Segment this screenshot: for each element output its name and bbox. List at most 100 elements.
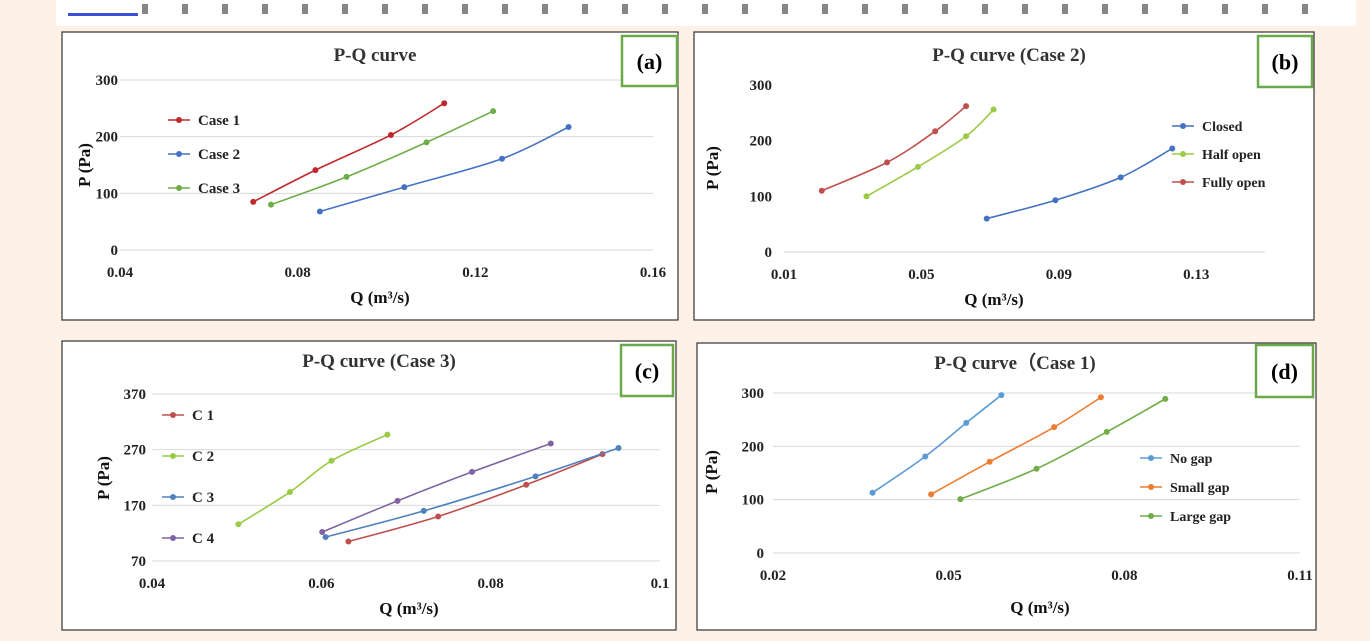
panel-frame [693, 31, 1315, 321]
legend-swatch-marker [170, 535, 176, 541]
data-point [928, 491, 935, 498]
panel-frame [61, 31, 679, 321]
data-point [387, 131, 394, 138]
legend-swatch-marker [1180, 151, 1186, 157]
x-tick-label: 0.04 [107, 265, 134, 281]
data-point [547, 440, 554, 447]
legend-swatch-marker [176, 185, 182, 191]
x-tick-label: 0.1 [651, 576, 670, 592]
legend-entry: Large gap [1170, 510, 1231, 525]
y-tick-label: 300 [742, 386, 765, 402]
chart-panel-c: 70 170 270 370 0.04 0.06 0.08 0.1 P-Q curve (Cas… [61, 340, 677, 631]
legend-entry: Case 2 [198, 147, 240, 163]
legend-entry: C 1 [192, 408, 214, 424]
y-axis-label: P (Pa) [703, 146, 722, 190]
x-tick-label: 0.08 [285, 265, 311, 281]
panel-badge-frame [620, 34, 679, 88]
series-line-case-2 [319, 126, 569, 213]
data-point [469, 468, 476, 475]
series-line-case-1 [252, 102, 445, 203]
y-tick-label: 100 [750, 189, 773, 205]
data-point [963, 103, 970, 110]
y-tick-label: 100 [96, 186, 119, 202]
legend-entry: C 2 [192, 449, 214, 465]
chart-title: P-Q curve [334, 45, 417, 66]
legend-swatch-marker [1148, 484, 1154, 490]
data-point [435, 513, 442, 520]
data-point [1117, 174, 1124, 181]
series-line-half-open [866, 108, 995, 198]
data-point [863, 193, 870, 200]
data-point [1103, 428, 1110, 435]
series-line-c-2 [237, 433, 388, 525]
data-point [869, 489, 876, 496]
data-point [384, 431, 391, 438]
data-point [615, 444, 622, 451]
data-point [394, 497, 401, 504]
data-point [565, 124, 572, 131]
caption-link-fragment [68, 13, 138, 16]
panel-badge: (b) [1272, 50, 1299, 75]
legend-entry: No gap [1170, 452, 1213, 467]
data-point [922, 453, 929, 460]
data-point [316, 208, 323, 215]
legend-entry: C 4 [192, 531, 215, 547]
x-axis-label: Q (m³/s) [350, 288, 409, 307]
data-point [914, 163, 921, 170]
legend-swatch-marker [1180, 123, 1186, 129]
caption-text-fragment [142, 4, 1312, 14]
legend-swatch-marker [170, 494, 176, 500]
data-point [932, 128, 939, 135]
data-point [287, 488, 294, 495]
y-tick-label: 100 [742, 493, 765, 509]
legend-entry: Fully open [1202, 176, 1266, 191]
legend-entry: Half open [1202, 148, 1261, 163]
y-axis-label: P (Pa) [75, 143, 94, 187]
chart-panel-a: 0 100 200 300 0.04 0.08 0.12 0.16 P-Q curve Q (m³… [61, 31, 679, 321]
series-line-c-1 [348, 453, 603, 543]
data-point [319, 529, 326, 536]
y-axis-label: P (Pa) [94, 456, 113, 500]
panel-badge-frame [1256, 34, 1314, 89]
chart-panel-d: 0 100 200 300 0.02 0.05 0.08 0.11 P-Q curve（Case… [696, 342, 1317, 631]
legend-entry: Closed [1202, 120, 1243, 135]
data-point [250, 198, 257, 205]
panel-frame [696, 342, 1317, 631]
series-line-small-gap [930, 396, 1102, 496]
y-tick-label: 270 [124, 443, 147, 459]
chart-title: P-Q curve（Case 1) [934, 351, 1095, 374]
legend-entry: Case 3 [198, 181, 240, 197]
legend-swatch-marker [170, 412, 176, 418]
panel-badge: (d) [1271, 359, 1298, 384]
data-point [523, 481, 530, 488]
data-point [963, 419, 970, 426]
x-tick-label: 0.04 [139, 576, 166, 592]
series-line-case-3 [270, 110, 494, 206]
series-line-c-4 [321, 442, 552, 533]
data-point [1162, 395, 1169, 402]
series-line-fully-open [821, 105, 967, 192]
data-point [1051, 424, 1058, 431]
legend-swatch-marker [1148, 455, 1154, 461]
y-tick-label: 200 [742, 439, 765, 455]
x-axis-label: Q (m³/s) [964, 290, 1023, 309]
panel-badge-frame [1254, 343, 1315, 399]
series-line-large-gap [960, 398, 1166, 500]
data-point [818, 187, 825, 194]
data-point [343, 173, 350, 180]
data-point [986, 458, 993, 465]
y-tick-label: 300 [96, 73, 119, 89]
panel-badge: (c) [635, 359, 659, 384]
data-point [1033, 465, 1040, 472]
y-tick-label: 300 [750, 78, 773, 94]
panel-badge-frame [619, 343, 675, 398]
legend-entry: Small gap [1170, 481, 1230, 496]
y-tick-label: 370 [124, 387, 147, 403]
x-tick-label: 0.08 [478, 576, 504, 592]
x-tick-label: 0.08 [1111, 568, 1137, 584]
data-point [957, 496, 964, 503]
x-tick-label: 0.05 [936, 568, 962, 584]
x-tick-label: 0.05 [908, 267, 934, 283]
y-tick-label: 200 [96, 130, 119, 146]
data-point [532, 473, 539, 480]
